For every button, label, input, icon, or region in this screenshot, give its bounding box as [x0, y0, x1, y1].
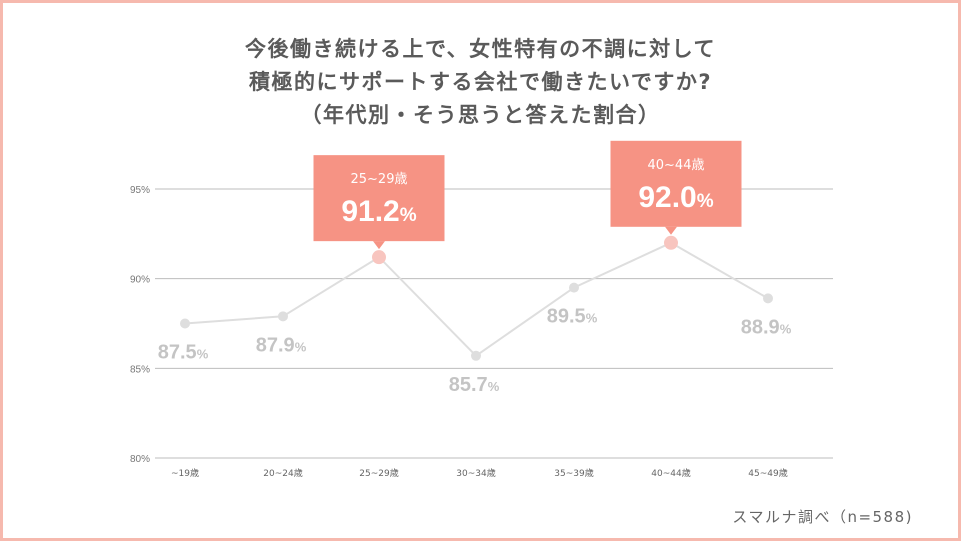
x-tick-label: 25~29歳: [359, 467, 398, 479]
data-points: [180, 235, 773, 361]
x-tick-label: 30~34歳: [456, 467, 495, 479]
data-point: [569, 282, 579, 293]
x-tick-label: 35~39歳: [554, 467, 593, 479]
y-tick-label: 85%: [130, 364, 150, 375]
value-label: 87.9%: [256, 334, 307, 356]
callout-box: [610, 140, 742, 227]
callout-category: 25~29歳: [351, 172, 408, 187]
data-point: [763, 293, 773, 304]
data-point: [278, 311, 288, 322]
value-label: 89.5%: [547, 306, 598, 328]
callout-box: [313, 155, 445, 242]
callout-value: 91.2%: [341, 195, 416, 228]
gridlines: [155, 188, 833, 459]
y-tick-label: 90%: [130, 275, 150, 286]
x-tick-label: 40~44歳: [651, 467, 690, 479]
y-tick-label: 95%: [130, 185, 150, 196]
data-point: [180, 318, 190, 329]
callout-25~29歳: 25~29歳 91.2%: [313, 155, 445, 250]
callout-value: 92.0%: [638, 181, 713, 214]
data-point: [471, 350, 481, 361]
chart-title: 今後働き続ける上で、女性特有の不調に対して 積極的にサポートする会社で働きたいで…: [0, 33, 961, 132]
title-line-3: （年代別・そう思うと答えた割合）: [300, 103, 661, 127]
x-tick-label: ~19歳: [171, 467, 199, 479]
source-note: スマルナ調べ（n=588): [732, 508, 913, 526]
callouts: 25~29歳 91.2% 40~44歳 92.0%: [313, 140, 742, 250]
value-labels: 87.5% 87.9% 85.7% 89.5% 88.9%: [158, 306, 792, 396]
callout-category: 40~44歳: [648, 158, 705, 173]
callout-pointer: [665, 226, 677, 235]
x-tick-label: 20~24歳: [263, 467, 302, 479]
y-axis-ticks: 80% 85% 90% 95%: [130, 185, 150, 465]
x-tick-label: 45~49歳: [748, 467, 787, 479]
value-label: 85.7%: [449, 374, 500, 396]
data-point: [372, 250, 386, 265]
y-tick-label: 80%: [130, 454, 150, 465]
callout-40~44歳: 40~44歳 92.0%: [610, 140, 742, 235]
value-label: 87.5%: [158, 342, 209, 364]
callout-pointer: [373, 241, 385, 250]
data-point: [664, 235, 678, 250]
title-line-2: 積極的にサポートする会社で働きたいですか?: [248, 70, 713, 94]
value-label: 88.9%: [741, 316, 792, 338]
x-axis-ticks: ~19歳 20~24歳 25~29歳 30~34歳 35~39歳 40~44歳 45~49歳: [171, 467, 788, 479]
title-line-1: 今後働き続ける上で、女性特有の不調に対して: [244, 37, 717, 61]
